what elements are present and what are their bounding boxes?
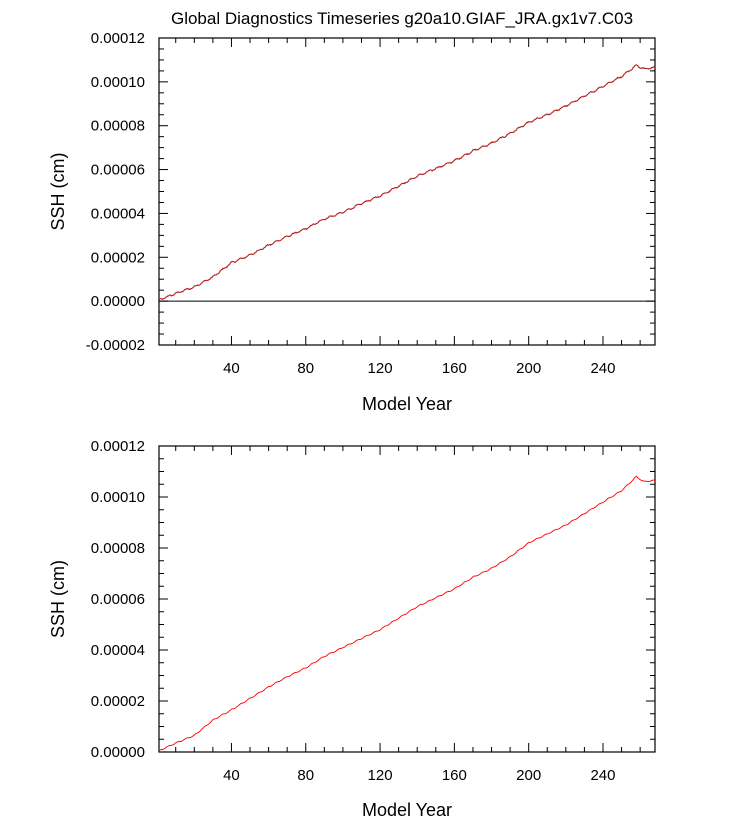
y-tick-label: 0.00010 [91, 74, 145, 91]
x-tick-label: 120 [368, 767, 393, 784]
chart-title: Global Diagnostics Timeseries g20a10.GIA… [171, 9, 633, 28]
y-tick-label: 0.00006 [91, 162, 145, 179]
y-axis-label: SSH (cm) [48, 153, 68, 231]
ssh-series-line [158, 475, 656, 751]
y-axis-label: SSH (cm) [48, 560, 68, 638]
x-tick-label: 240 [590, 767, 615, 784]
x-tick-label: 160 [442, 767, 467, 784]
y-tick-label: 0.00012 [91, 30, 145, 47]
x-tick-label: 40 [223, 360, 240, 377]
y-tick-label: -0.00002 [86, 337, 145, 354]
plot-frame [158, 37, 656, 346]
x-tick-label: 160 [442, 360, 467, 377]
x-tick-label: 200 [516, 767, 541, 784]
x-tick-label: 240 [590, 360, 615, 377]
y-tick-label: 0.00008 [91, 118, 145, 135]
y-tick-label: 0.00006 [91, 591, 145, 608]
x-axis-label: Model Year [362, 800, 452, 820]
y-tick-label: 0.00000 [91, 293, 145, 310]
x-tick-label: 120 [368, 360, 393, 377]
plot-frame [158, 445, 656, 753]
x-tick-label: 80 [297, 360, 314, 377]
y-tick-label: 0.00004 [91, 205, 145, 222]
y-tick-label: 0.00000 [91, 744, 145, 761]
bottom-panel: 40 80 120 160 200 240 0.00000 0.00002 0.00004 0.0… [48, 438, 656, 820]
y-tick-label: 0.00002 [91, 249, 145, 266]
y-tick-label: 0.00010 [91, 489, 145, 506]
x-tick-label: 80 [297, 767, 314, 784]
y-tick-label: 0.00004 [91, 642, 145, 659]
y-tick-label: 0.00008 [91, 540, 145, 557]
y-tick-label: 0.00002 [91, 693, 145, 710]
x-tick-label: 200 [516, 360, 541, 377]
ssh-series-line [159, 64, 656, 301]
top-panel: 40 80 120 160 200 240 -0.00002 0.00000 0.00002 0.… [48, 30, 656, 414]
x-tick-label: 40 [223, 767, 240, 784]
x-axis-label: Model Year [362, 394, 452, 414]
y-tick-label: 0.00012 [91, 438, 145, 455]
